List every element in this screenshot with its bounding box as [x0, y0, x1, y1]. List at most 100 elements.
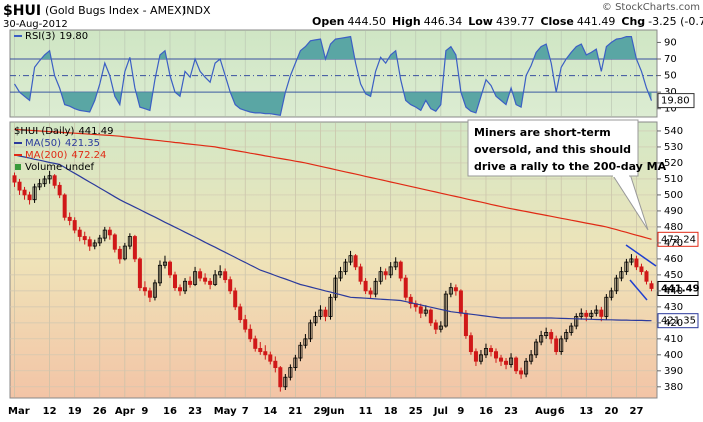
candle-body	[17, 181, 22, 191]
legend-entry: RSI(3) 19.80	[25, 31, 88, 42]
candle-body	[102, 229, 107, 239]
candle-body	[152, 282, 157, 298]
candle-body	[117, 248, 122, 260]
candle-body	[564, 332, 569, 340]
date: 30-Aug-2012	[3, 19, 68, 30]
candle-body	[433, 322, 438, 330]
candle-body	[162, 261, 167, 266]
rsi-line	[13, 35, 653, 116]
candle-body	[358, 266, 363, 282]
candle-body	[488, 348, 493, 353]
x-tick-label: Jul	[433, 406, 448, 417]
candle-body	[142, 287, 147, 292]
candle-body	[298, 344, 303, 359]
x-tick-label: 23	[188, 406, 202, 417]
index-name: (Gold Bugs Index - AMEX)	[45, 4, 186, 17]
candle-body	[408, 296, 413, 305]
legend-entry: MA(50) 421.35	[25, 138, 100, 149]
candle-body	[333, 277, 338, 298]
candle-body	[438, 325, 443, 330]
y-tick-label: 530	[664, 142, 683, 153]
legend-swatch	[15, 164, 21, 170]
candle-body	[218, 271, 223, 276]
candle-body	[253, 338, 258, 349]
candle-body	[373, 280, 378, 295]
price-plot	[12, 128, 654, 392]
candle-body	[448, 287, 453, 295]
legend-entry: Volume undef	[25, 162, 95, 173]
candle-body	[554, 338, 559, 353]
y-tick-label: 470	[664, 238, 683, 249]
candle-body	[519, 370, 524, 375]
candle-body	[47, 175, 52, 180]
candle-body	[157, 264, 162, 284]
candle-body	[112, 234, 117, 250]
candle-body	[478, 354, 483, 362]
candle-body	[544, 332, 549, 337]
candle-body	[57, 184, 62, 196]
source: © StockCharts.com	[602, 2, 700, 13]
candle-body	[524, 360, 529, 375]
candle-body	[353, 255, 358, 268]
y-tick-label: 400	[664, 350, 683, 361]
candle-body	[463, 312, 468, 337]
candle-body	[473, 351, 478, 362]
candle-body	[278, 367, 283, 388]
y-tick-label: 430	[664, 302, 683, 313]
candle-body	[167, 261, 172, 276]
candle-body	[198, 271, 203, 279]
candle-body	[614, 277, 619, 292]
candle-body	[32, 186, 37, 201]
candle-body	[368, 290, 373, 295]
candle-body	[173, 274, 178, 289]
candle-body	[509, 357, 514, 365]
x-tick-label: 23	[504, 406, 518, 417]
overlay: 421.35 472.24 441.49 Miners are short-term o…	[474, 126, 700, 329]
y-tick-label: 30	[664, 87, 677, 98]
candle-body	[77, 229, 82, 237]
x-tick-label: 16	[163, 406, 177, 417]
candle-body	[644, 271, 649, 282]
y-tick-label: 440	[664, 286, 683, 297]
candle-body	[97, 237, 102, 244]
candle-body	[418, 306, 423, 314]
candle-body	[203, 277, 208, 282]
candle-body	[403, 277, 408, 298]
candle-body	[92, 242, 97, 247]
last-value-label: 472.24	[661, 234, 696, 245]
candle-body	[589, 312, 594, 317]
overbought-fill	[14, 36, 652, 59]
x-tick-label: Apr	[115, 406, 135, 417]
candle-body	[52, 175, 57, 186]
x-tick-label: Jun	[326, 406, 345, 417]
y-tick-label: 480	[664, 222, 683, 233]
candle-body	[574, 316, 579, 327]
x-tick-label: 19	[68, 406, 82, 417]
x-tick-label: 11	[359, 406, 373, 417]
candle-body	[137, 258, 142, 289]
y-tick-label: 390	[664, 366, 683, 377]
y-tick-label: 420	[664, 318, 683, 329]
annotation-text: Miners are short-term	[474, 126, 611, 139]
candle-body	[12, 175, 17, 183]
candle-body	[569, 325, 574, 333]
quote-label: Chg	[621, 15, 645, 28]
x-tick-label: 21	[288, 406, 302, 417]
candle-body	[323, 309, 328, 317]
candle-body	[624, 261, 629, 273]
candle-body	[388, 266, 393, 276]
legend-value: 441.49	[78, 126, 113, 137]
x-tick-label: 12	[43, 406, 57, 417]
candle-body	[82, 236, 87, 241]
candle-body	[132, 236, 137, 260]
x-tick-label: May	[214, 406, 237, 417]
candle-body	[233, 290, 238, 308]
legend-value: 421.35	[65, 138, 100, 149]
y-tick-label: 450	[664, 270, 683, 281]
candle-body	[193, 271, 198, 285]
candle-body	[273, 360, 278, 369]
last-value-box	[657, 231, 699, 247]
candle-body	[328, 296, 333, 317]
candle-body	[243, 319, 248, 330]
candle-body	[303, 338, 308, 346]
